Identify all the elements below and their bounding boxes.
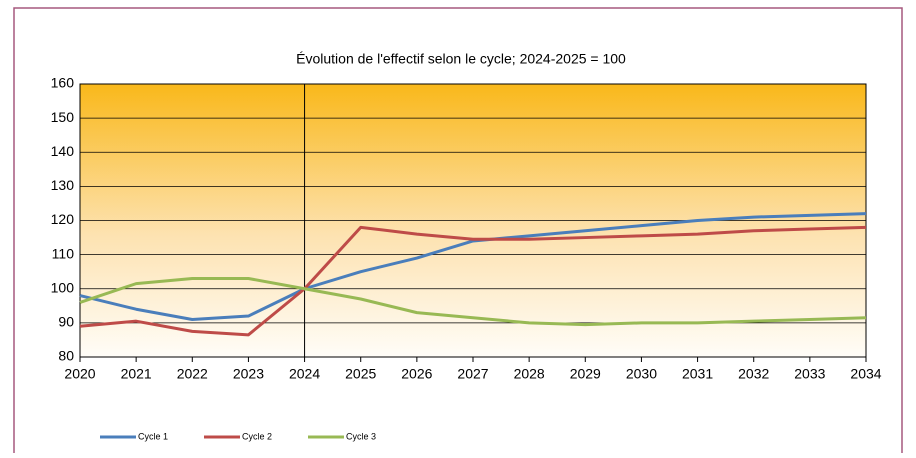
y-tick-label: 160 [51,75,75,91]
legend-label: Cycle 3 [346,431,376,441]
x-tick-label: 2025 [345,366,376,382]
x-tick-label: 2030 [626,366,657,382]
x-tick-label: 2024 [289,366,320,382]
legend-label: Cycle 1 [138,431,168,441]
y-tick-label: 140 [51,143,75,159]
x-tick-label: 2022 [177,366,208,382]
x-tick-label: 2032 [738,366,769,382]
series-line [79,212,867,321]
series-line [79,277,867,327]
x-tick-label: 2029 [570,366,601,382]
x-tick-label: 2026 [401,366,432,382]
y-tick-label: 90 [58,314,74,330]
y-tick-label: 110 [52,245,75,261]
y-tick-label: 80 [58,348,74,364]
plot-border [79,83,867,358]
y-tick-label: 130 [51,177,75,193]
x-tick-label: 2021 [121,366,152,382]
x-tick-label: 2023 [233,366,264,382]
y-tick-label: 120 [51,211,75,227]
x-tick-label: 2031 [682,366,713,382]
chart-title: Évolution de l'effectif selon le cycle; … [296,51,626,67]
x-tick-label: 2033 [794,366,825,382]
x-tick-label: 2027 [457,366,488,382]
y-tick-label: 100 [51,279,75,295]
legend-label: Cycle 2 [242,431,272,441]
x-tick-label: 2028 [514,366,545,382]
series-line [79,225,867,337]
y-tick-label: 150 [51,109,75,125]
x-tick-label: 2020 [64,366,95,382]
x-tick-label: 2034 [850,366,881,382]
